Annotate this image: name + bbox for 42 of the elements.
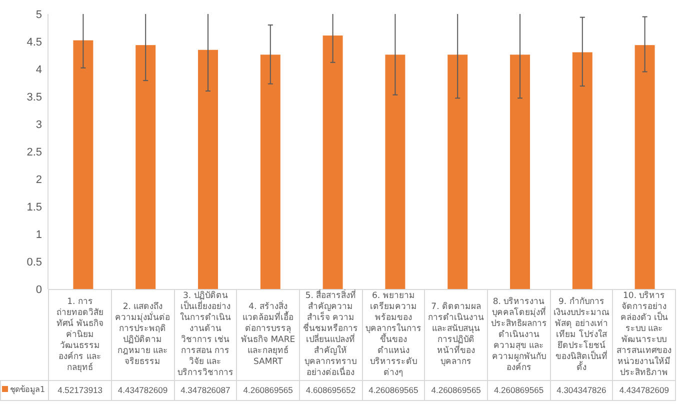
x-tick-label: 9. กำกับการเงินงบประมาณ พัสดุ อย่างเท่าเทียม โปร่งใส ยึดประโยชน์ของนิสิตเป็นที่ตั้ง bbox=[550, 290, 613, 381]
y-tick-label: 4 bbox=[36, 64, 42, 76]
x-tick-label: 10. บริหารจัดการอย่างคล่องตัว เป็นระบบ และพัฒนาระบบสารสนเทศของหน่วยงานให้มีประสิทธิภาพ bbox=[612, 290, 676, 381]
y-tick-label: 3 bbox=[36, 119, 42, 131]
bar bbox=[322, 36, 343, 289]
x-tick-label: 4. สร้างสิ่งแวดล้อมที่เอื้อต่อการบรรลุพันธกิจ MARE และกลยุทธ์ SAMRT bbox=[236, 290, 300, 381]
bar bbox=[260, 54, 280, 289]
y-tick-label: 4.5 bbox=[26, 36, 42, 48]
y-tick-label: 1.5 bbox=[26, 202, 42, 214]
x-tick-label: 7. ติดตามผลการดำเนินงาน และสนับสนุนการปฏิบัติหน้าที่ของบุคลากร bbox=[424, 290, 488, 381]
bar bbox=[572, 52, 592, 289]
data-label: 4.260869565 bbox=[236, 380, 300, 401]
y-tick-label: 5 bbox=[36, 9, 42, 21]
bar bbox=[634, 45, 655, 289]
y-tick-label: 0 bbox=[36, 284, 42, 296]
x-tick-label: 6. พยายามเตรียมความพร้อมของบุคลากรในการขึ้นของตำแหน่งบริหารระดับต่างๆ bbox=[362, 290, 425, 381]
legend-label: ชุดข้อมูล1 bbox=[10, 385, 46, 394]
data-label: 4.260869565 bbox=[362, 380, 425, 401]
bar bbox=[73, 40, 94, 289]
data-label: 4.347826087 bbox=[174, 380, 237, 401]
y-tick-label: 1 bbox=[36, 229, 42, 241]
data-label: 4.52173913 bbox=[48, 380, 112, 401]
y-tick-label: 3.5 bbox=[26, 92, 42, 104]
x-tick-label: 3. ปฏิบัติตนเป็นเยี่ยงอย่างในการดำเนินงานด้านวิชาการ เช่น การสอน การวิจัย และบริการวิชาการ bbox=[174, 290, 237, 381]
bar bbox=[385, 54, 406, 289]
data-label: 4.260869565 bbox=[424, 380, 488, 401]
data-label: 4.434782609 bbox=[111, 380, 174, 401]
bar bbox=[198, 50, 218, 289]
x-tick-label: 5. สื่อสารสิ่งที่สำคัญความสำเร็จ ความชื่นชมหรือการเปลี่ยนแปลงที่สำคัญให้บุคลากรทราบอย่างต่อเนื่อง bbox=[299, 290, 362, 381]
bar bbox=[448, 54, 468, 289]
data-label: 4.608695652 bbox=[299, 380, 362, 401]
x-tick-label: 1. การถ่ายทอดวิสัยทัศน์ พันธกิจ ค่านิยม วัฒนธรรมองค์กร และกลยุทธ์ bbox=[48, 290, 112, 381]
data-label: 4.434782609 bbox=[612, 380, 676, 401]
y-tick-label: 2 bbox=[36, 174, 42, 186]
x-tick-label: 2. แสดงถึงความมุ่งมั่นต่อการประพฤติปฏิบัติตามกฎหมาย และจริยธรรม bbox=[111, 290, 174, 381]
y-tick-label: 2.5 bbox=[26, 146, 42, 158]
data-label: 4.304347826 bbox=[550, 380, 613, 401]
x-tick-label: 8. บริหารงานบุคคลโดยมุ่งที่ประสิทธิผลการดำเนินงาน ความสุข และความผูกพันกับองค์กร bbox=[487, 290, 550, 381]
data-label: 4.260869565 bbox=[487, 380, 550, 401]
bar bbox=[136, 45, 156, 289]
bar bbox=[510, 54, 530, 289]
y-tick-label: 0.5 bbox=[26, 256, 42, 268]
